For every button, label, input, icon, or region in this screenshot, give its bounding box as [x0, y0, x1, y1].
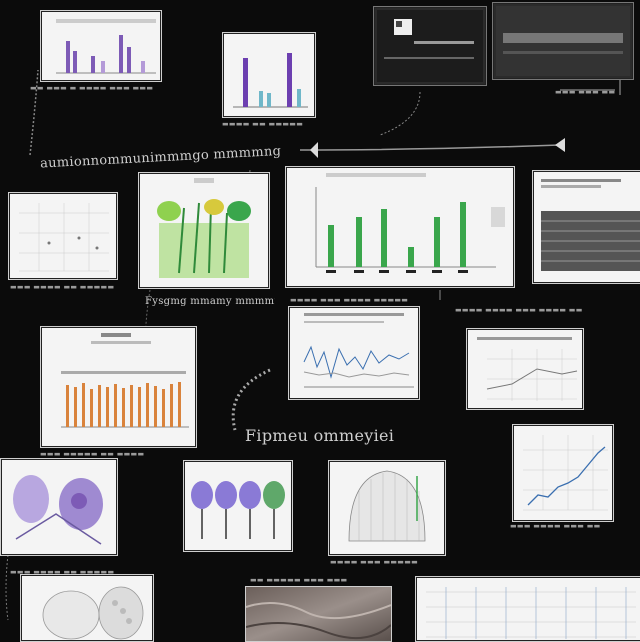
caption-top-mid: ▬▬▬▬ ▬▬ ▬▬▬▬▬: [222, 120, 304, 128]
bar-chart-orange[interactable]: [40, 326, 197, 448]
illustration-skull[interactable]: [20, 574, 154, 642]
photo-texture[interactable]: [245, 586, 392, 642]
caption-row4-left: ▬▬▬ ▬▬▬▬ ▬▬ ▬▬▬▬▬: [10, 568, 115, 576]
bar-chart-tall-purple[interactable]: [222, 32, 316, 118]
caption-top-left: ▬▬ ▬▬▬ ▬ ▬▬▬▬ ▬▬▬ ▬▬▬: [30, 84, 154, 92]
bar-chart-purple[interactable]: [40, 10, 162, 82]
illustration-mesh[interactable]: [328, 460, 446, 556]
caption-center: Fipmeu ommeyiei: [245, 426, 395, 445]
bar-chart-green[interactable]: [285, 166, 515, 288]
caption-row2-right: ▬▬▬▬ ▬▬▬▬ ▬▬▬ ▬▬▬▬ ▬▬: [455, 306, 583, 314]
caption-middle-row: Fysgmg mmamy mmmmnrg mm: [145, 296, 275, 307]
illustration-plants[interactable]: [138, 172, 270, 289]
caption-top-right: ▬▬▬ ▬▬▬ ▬▬: [555, 88, 616, 96]
caption-row2-left: ▬▬▬ ▬▬▬▬ ▬▬ ▬▬▬▬▬: [10, 283, 115, 291]
table-right[interactable]: [532, 170, 640, 284]
caption-row4-right: ▬▬▬ ▬▬▬▬ ▬▬▬ ▬▬: [510, 522, 601, 530]
illustration-anatomy[interactable]: [0, 458, 118, 556]
caption-bottom-mid: ▬▬ ▬▬▬▬▬ ▬▬▬ ▬▬▬: [250, 576, 348, 584]
line-chart-blue[interactable]: [512, 424, 614, 522]
caption-row2-mid: ▬▬▬▬ ▬▬▬ ▬▬▬▬ ▬▬▬▬▬: [290, 296, 409, 304]
grid-chart-lines[interactable]: [466, 328, 584, 410]
illustration-trees-purple[interactable]: [183, 460, 293, 552]
line-chart-wave[interactable]: [288, 306, 420, 400]
screen-dark-right[interactable]: [492, 2, 634, 80]
caption-top-ribbon: aumionnommunimmmgo mmmmng: [39, 143, 282, 172]
plot-lines-right[interactable]: [415, 576, 640, 642]
grid-chart-left[interactable]: [8, 192, 118, 280]
caption-row4-mid: ▬▬▬▬ ▬▬▬ ▬▬▬▬▬: [330, 558, 419, 566]
screen-dark-left[interactable]: [373, 6, 487, 86]
caption-row3-left: ▬▬▬ ▬▬▬▬▬ ▬▬ ▬▬▬▬: [40, 450, 145, 458]
